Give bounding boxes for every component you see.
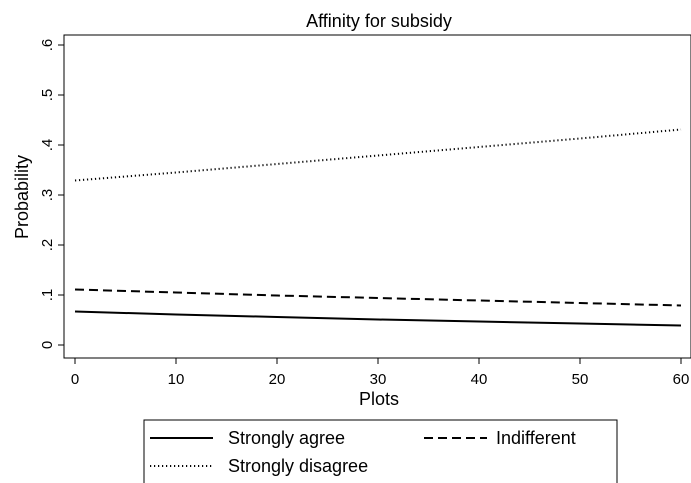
legend-label-strongly-disagree: Strongly disagree xyxy=(228,456,368,476)
x-ticks: 0 10 20 30 40 50 60 xyxy=(71,358,690,388)
legend-label-strongly-agree: Strongly agree xyxy=(228,428,345,448)
plot-area-frame xyxy=(63,34,691,359)
x-axis-label: Plots xyxy=(359,389,399,409)
series-line-strongly-disagree xyxy=(74,128,682,182)
series-line-strongly-agree xyxy=(74,310,682,327)
x-tick-label: 20 xyxy=(269,371,286,388)
x-tick-label: 30 xyxy=(370,371,387,388)
x-tick-label: 40 xyxy=(471,371,488,388)
chart-title: Affinity for subsidy xyxy=(306,11,452,31)
y-ticks: 0 .1 .2 .3 .4 .5 .6 xyxy=(39,39,64,349)
x-tick-label: 50 xyxy=(572,371,589,388)
series-line-indifferent xyxy=(74,288,682,307)
y-tick-label: .3 xyxy=(39,189,56,202)
y-tick-label: .1 xyxy=(39,289,56,302)
legend: Strongly agree Indifferent Strongly disa… xyxy=(143,419,618,483)
x-tick-label: 0 xyxy=(71,371,79,388)
y-tick-label: .2 xyxy=(39,239,56,252)
y-axis-label: Probability xyxy=(12,155,32,239)
x-tick-label: 10 xyxy=(168,371,185,388)
series-group xyxy=(74,128,682,327)
y-tick-label: 0 xyxy=(39,341,56,349)
x-tick-label: 60 xyxy=(673,371,690,388)
y-tick-label: .5 xyxy=(39,89,56,102)
y-tick-label: .4 xyxy=(39,139,56,152)
legend-label-indifferent: Indifferent xyxy=(496,428,576,448)
y-tick-label: .6 xyxy=(39,39,56,52)
legend-frame xyxy=(143,419,618,483)
